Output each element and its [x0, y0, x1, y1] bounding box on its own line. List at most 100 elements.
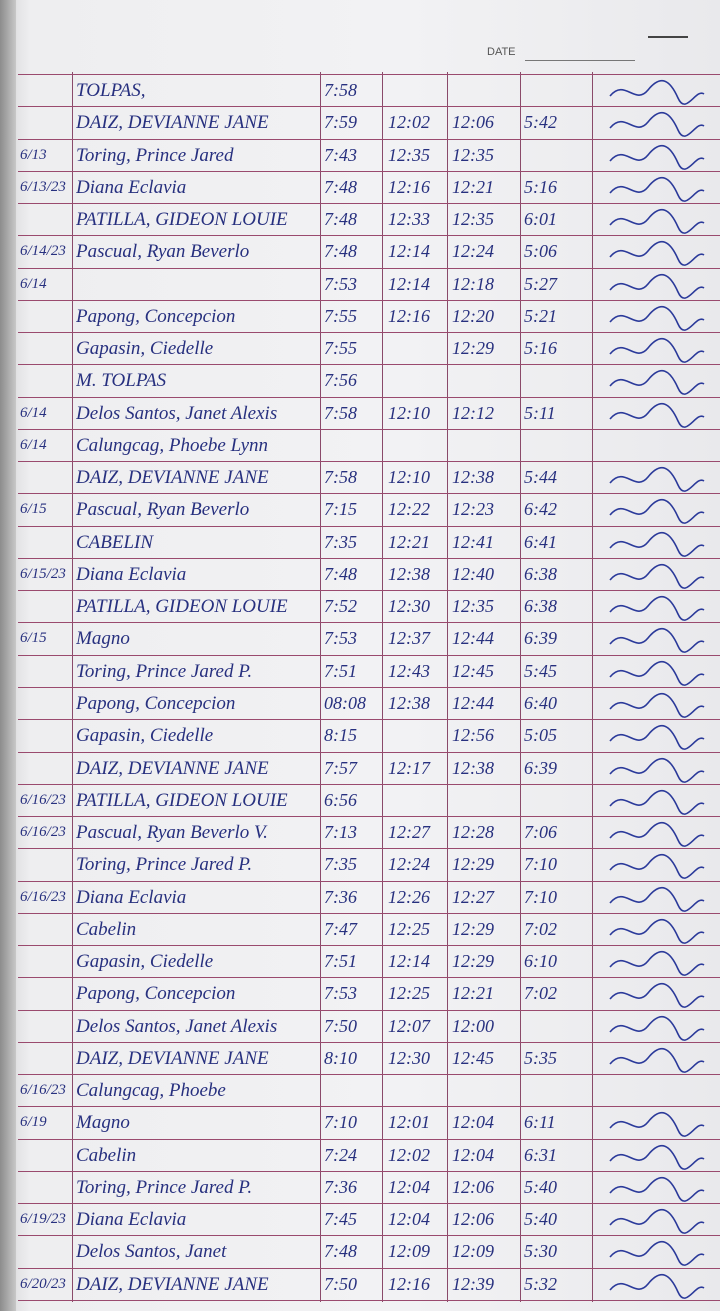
- row-time: 12:25: [388, 918, 430, 939]
- signature-scribble: [609, 241, 705, 267]
- row-time: 6:41: [524, 531, 557, 552]
- row-time: 12:45: [452, 660, 494, 681]
- row-time: 7:36: [324, 886, 357, 907]
- signature-stroke: [609, 918, 705, 944]
- signature-stroke: [609, 725, 705, 751]
- row-rule: [18, 461, 720, 463]
- row-time: 12:16: [388, 305, 430, 326]
- row-time: 7:55: [324, 305, 357, 326]
- row-date: 6/14: [20, 275, 47, 292]
- signature-scribble: [609, 531, 705, 557]
- row-name: Calungcag, Phoebe: [76, 1080, 226, 1102]
- signature-scribble: [609, 112, 705, 138]
- row-name: Pascual, Ryan Beverlo V.: [76, 822, 268, 844]
- row-name: Papong, Concepcion: [76, 305, 236, 327]
- signature-scribble: [609, 305, 705, 331]
- row-time: 5:06: [524, 241, 557, 262]
- signature-scribble: [609, 209, 705, 234]
- signature-scribble: [609, 499, 705, 525]
- row-name: Cabelin: [76, 918, 137, 940]
- row-time: 7:50: [324, 1273, 357, 1294]
- signature: [600, 1237, 710, 1267]
- row-rule: [18, 590, 720, 592]
- row-time: 5:11: [524, 402, 556, 423]
- signature-stroke: [609, 692, 705, 718]
- row-time: 7:50: [324, 1015, 357, 1036]
- signature-stroke: [609, 241, 705, 267]
- row-time: 6:56: [324, 789, 357, 810]
- signature-stroke: [609, 660, 705, 686]
- row-rule: [18, 1041, 720, 1043]
- row-name: TOLPAS,: [76, 80, 146, 101]
- row-date: 6/19: [20, 1114, 47, 1131]
- row-date: 6/16/23: [20, 824, 66, 841]
- signature-stroke: [609, 854, 705, 880]
- row-time: 5:21: [524, 305, 557, 326]
- signature-stroke: [609, 951, 705, 977]
- row-name: Diana Eclavia: [76, 176, 187, 198]
- row-name: Diana Eclavia: [76, 1209, 187, 1231]
- row-rule: [18, 396, 720, 398]
- row-time: 12:02: [388, 112, 430, 133]
- row-name: PATILLA, GIDEON LOUIE: [76, 209, 288, 231]
- row-time: 12:04: [452, 1144, 494, 1165]
- signature-stroke: [609, 596, 705, 622]
- signature-scribble: [609, 1015, 705, 1041]
- row-time: 12:37: [388, 628, 430, 649]
- row-date: 6/14: [20, 404, 47, 421]
- row-name: Cabelin: [76, 1144, 137, 1166]
- row-name: CABELIN: [76, 531, 154, 553]
- row-rule: [18, 622, 720, 624]
- row-name: Magno: [76, 1112, 130, 1134]
- signature: [600, 1173, 710, 1203]
- signature-stroke: [609, 176, 705, 202]
- row-time: 12:21: [452, 983, 494, 1004]
- row-time: 7:59: [324, 112, 357, 133]
- signature-scribble: [609, 951, 705, 977]
- row-time: 12:21: [452, 176, 494, 197]
- row-time: 7:57: [324, 757, 357, 778]
- row-rule: [18, 687, 720, 688]
- row-name: DAIZ, DEVIANNE JANE: [76, 467, 269, 489]
- row-name: Toring, Prince Jared P.: [76, 1176, 253, 1198]
- row-time: 12:29: [452, 918, 494, 939]
- row-time: 12:18: [452, 273, 494, 294]
- signature-scribble: [609, 338, 705, 364]
- row-name: Delos Santos, Janet Alexis: [76, 402, 278, 424]
- row-rule: [18, 299, 720, 301]
- row-time: 12:21: [388, 531, 430, 552]
- row-time: 12:10: [388, 467, 430, 488]
- signature-stroke: [609, 144, 705, 170]
- row-time: 7:48: [324, 176, 357, 197]
- signature-stroke: [609, 1015, 705, 1041]
- row-time: 12:09: [388, 1241, 430, 1262]
- row-time: 7:36: [324, 1176, 357, 1197]
- signature: [600, 399, 710, 429]
- row-time: 7:06: [524, 822, 557, 843]
- row-rule: [18, 1300, 720, 1301]
- row-time: 12:16: [388, 1273, 430, 1294]
- signature: [600, 141, 710, 171]
- signature: [600, 979, 710, 1009]
- row-rule: [18, 751, 720, 753]
- signature: [600, 915, 710, 945]
- signature-scribble: [609, 1112, 705, 1138]
- row-name: Diana Eclavia: [76, 886, 187, 908]
- row-time: 7:15: [324, 499, 357, 520]
- row-rule: [18, 1106, 720, 1108]
- row-time: 12:06: [452, 1209, 494, 1230]
- signature-stroke: [609, 499, 705, 525]
- row-time: 7:10: [524, 886, 557, 907]
- signature-scribble: [609, 886, 705, 912]
- signature-stroke: [609, 983, 705, 1009]
- signature-scribble: [609, 467, 705, 493]
- signature: [600, 463, 710, 493]
- row-time: 5:40: [524, 1176, 557, 1197]
- signature: [600, 850, 710, 880]
- row-rule: [18, 1009, 720, 1011]
- row-time: 7:48: [324, 1241, 357, 1262]
- row-time: 7:48: [324, 563, 357, 584]
- signature-scribble: [609, 1047, 705, 1073]
- signature-scribble: [609, 692, 705, 718]
- row-name: Papong, Concepcion: [76, 693, 236, 714]
